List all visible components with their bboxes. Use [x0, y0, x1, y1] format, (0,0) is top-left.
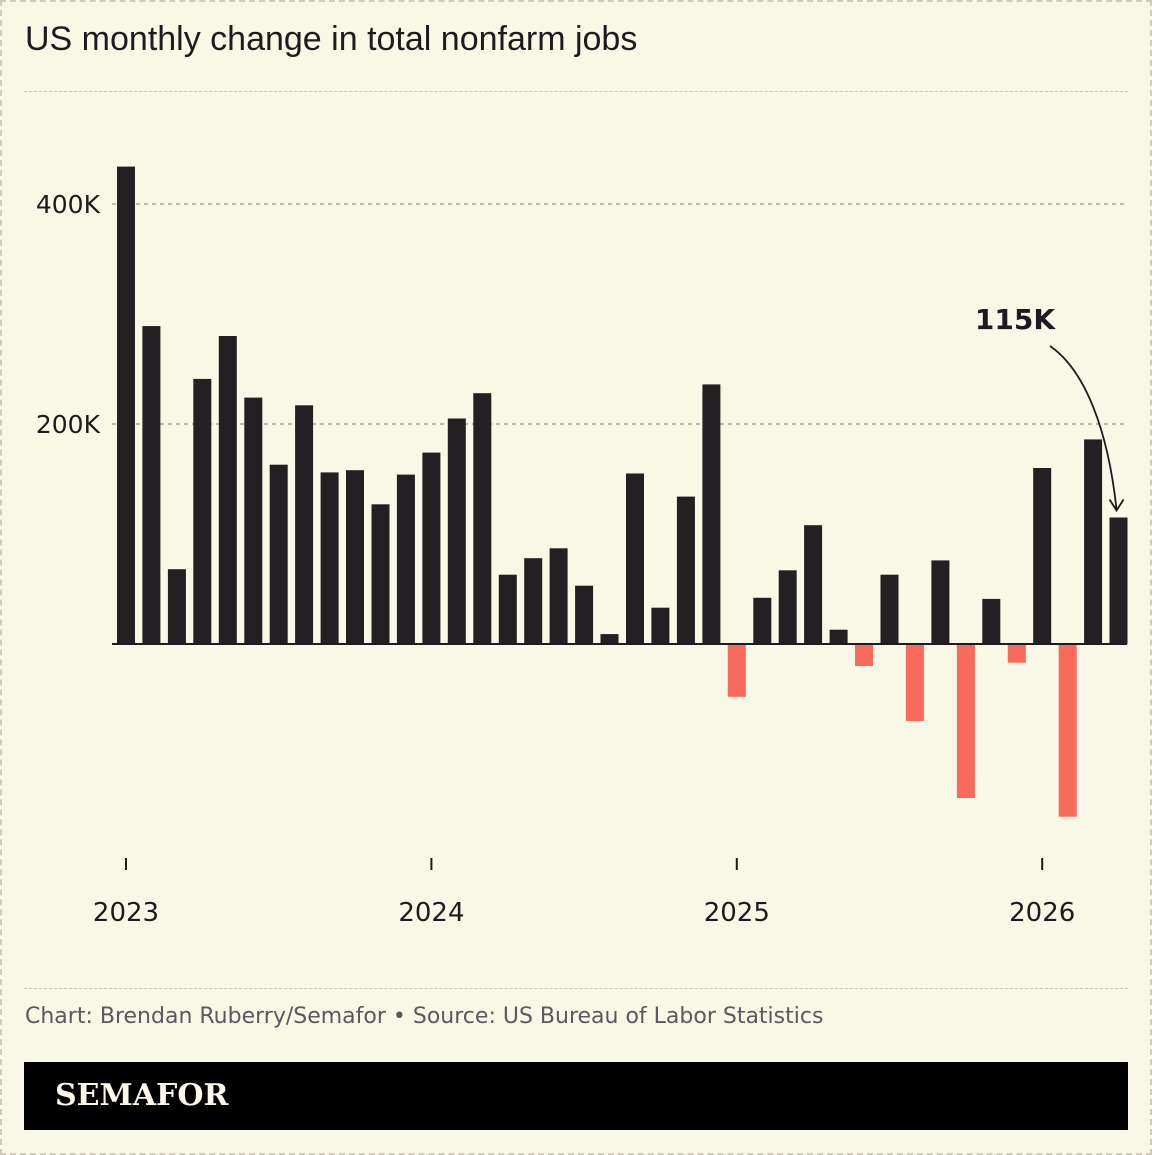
bar-positive [804, 525, 823, 644]
bar-positive [295, 405, 314, 644]
bar-positive [575, 585, 594, 644]
y-tick-label: 400K [36, 190, 101, 219]
bar-positive [269, 464, 288, 644]
title-divider [24, 91, 1128, 92]
bar-positive [829, 629, 848, 644]
bar-positive [244, 397, 263, 644]
bar-negative [956, 644, 975, 798]
bar-negative [1007, 644, 1026, 663]
bar-positive [142, 326, 161, 644]
bar-positive [371, 504, 390, 644]
bar-positive [880, 574, 899, 644]
bar-chart: 200K 400K 2023 2024 2025 2026 115K [36, 166, 1128, 928]
bar-negative [855, 644, 873, 666]
x-tick-label: 2024 [398, 898, 464, 928]
bar-positive [982, 598, 1001, 644]
bar-positive [193, 378, 212, 644]
annotation-arrowhead [1108, 499, 1125, 513]
x-tick-label: 2025 [704, 898, 770, 928]
bar-positive [218, 336, 237, 644]
bar-positive [320, 472, 339, 644]
bar-positive [1109, 517, 1128, 644]
bar-positive [167, 569, 186, 644]
x-tick-label: 2026 [1009, 898, 1075, 928]
bar-positive [753, 597, 772, 644]
chart-title: US monthly change in total nonfarm jobs [25, 20, 638, 58]
bar-positive [346, 470, 364, 644]
bar-positive [1084, 439, 1103, 644]
bar-positive [549, 548, 568, 644]
bar-positive [626, 473, 644, 644]
x-tick-label: 2023 [93, 898, 159, 928]
bar-positive [498, 574, 517, 644]
bar-positive [676, 496, 695, 644]
bar-positive [447, 418, 466, 644]
brand-logo: SEMAFOR [55, 1078, 229, 1113]
y-tick-label: 200K [36, 410, 101, 439]
bar-negative [1058, 644, 1077, 817]
bar-positive [524, 558, 543, 644]
bar-positive [1033, 468, 1052, 644]
bar-positive [422, 452, 441, 644]
bar-negative [727, 644, 746, 697]
bar-positive [117, 166, 135, 644]
bar-positive [778, 570, 797, 644]
bar-positive [396, 474, 415, 644]
annotation-arrow [1049, 345, 1118, 510]
bar-positive [473, 393, 492, 644]
bar-positive [600, 634, 619, 644]
brand-bar: SEMAFOR [24, 1062, 1128, 1130]
footer-divider [24, 988, 1128, 989]
annotation-label: 115K [975, 303, 1056, 336]
bar-positive [931, 560, 950, 644]
source-credit: Chart: Brendan Ruberry/Semafor • Source:… [25, 1004, 824, 1029]
bar-positive [651, 607, 670, 644]
bar-positive [702, 384, 721, 644]
bar-negative [905, 644, 924, 721]
